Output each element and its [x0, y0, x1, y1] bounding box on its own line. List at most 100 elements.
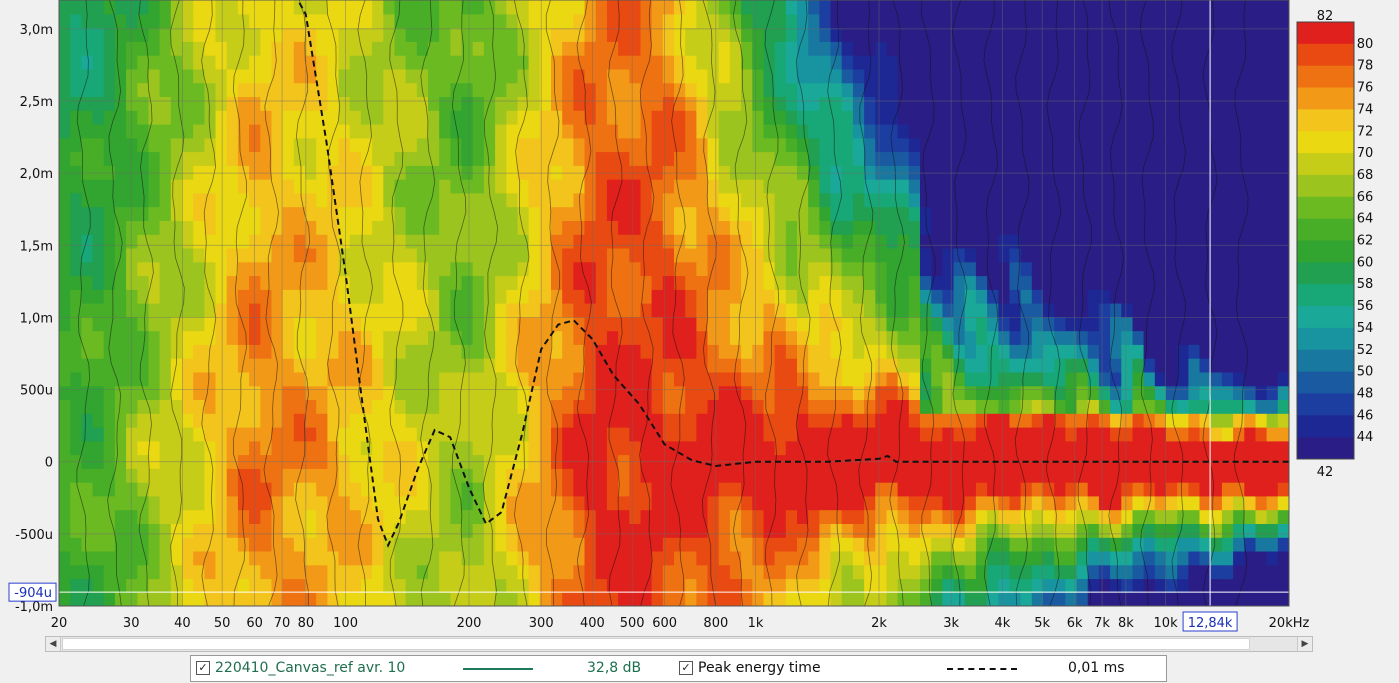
y-tick-label: 2,0m — [20, 167, 53, 182]
color-scale-label: 50 — [1357, 365, 1374, 380]
x-tick-label: 70 — [274, 616, 291, 631]
y-tick-label: 3,0m — [20, 23, 53, 38]
x-tick-label: 300 — [529, 616, 554, 631]
y-axis-ticks: 3,0m 2,5m 2,0m 1,5m 1,0m 500u 0 -500u -1,0m-904u — [8, 23, 57, 615]
color-scale-segment — [1297, 153, 1354, 176]
x-tick-label: 400 — [580, 616, 605, 631]
color-scale-label: 78 — [1357, 59, 1374, 74]
x-tick-label: 8k — [1118, 616, 1134, 631]
color-scale-bar: 82 80 78 76 74 72 70 68 66 64 62 60 58 56 54 52 50 48 46 44… — [1296, 9, 1374, 480]
y-tick-label: 1,5m — [20, 239, 53, 254]
color-scale-label: 74 — [1357, 102, 1374, 117]
heatmap-field — [59, 0, 1289, 606]
legend-bar: ✓ 220410_Canvas_ref avr. 10 32,8 dB ✓ Pe… — [190, 655, 1167, 682]
plot-frame — [58, 0, 1290, 607]
color-scale-label: 48 — [1357, 386, 1374, 401]
legend-peak-energy-value: 0,01 ms — [1068, 660, 1125, 676]
color-scale-label: 46 — [1357, 408, 1374, 423]
color-scale-label: 52 — [1357, 343, 1374, 358]
x-tick-label: 600 — [652, 616, 677, 631]
color-scale-label: 60 — [1357, 255, 1374, 270]
y-tick-label: 2,5m — [20, 95, 53, 110]
legend-peak-energy-swatch — [947, 668, 1017, 670]
color-scale-label: 76 — [1357, 81, 1374, 96]
scroll-right-arrow-icon[interactable]: ▶ — [1297, 637, 1312, 651]
color-scale-segment — [1297, 65, 1354, 89]
cursor-x-readout: 12,84k — [1188, 616, 1233, 631]
x-tick-label: 60 — [246, 616, 263, 631]
x-axis-ticks: 20 30 40 50 60 70 80 100 200 300 400 500 600 800 1k 2k 3… — [51, 611, 1310, 632]
peak-energy-time-line — [296, 0, 1289, 548]
y-tick-label: 500u — [20, 384, 53, 399]
legend-checkbox-measurement[interactable]: ✓ — [196, 661, 210, 675]
spectrogram-chart: 20 30 40 50 60 70 80 100 200 300 400 500 600 800 1k 2k 3… — [8, 0, 1374, 632]
peak-energy-time-series — [296, 0, 1289, 548]
color-scale-label: 82 — [1317, 9, 1334, 24]
horizontal-scrollbar[interactable]: ◀ ▶ — [45, 636, 1313, 652]
color-scale-segment — [1297, 349, 1354, 373]
x-tick-label: 50 — [214, 616, 231, 631]
legend-measurement-swatch — [463, 668, 533, 670]
color-scale-label: 66 — [1357, 190, 1374, 205]
color-scale-label: 54 — [1357, 321, 1374, 336]
color-scale-label: 68 — [1357, 168, 1374, 183]
color-scale-segment — [1297, 306, 1354, 329]
color-scale-label: 56 — [1357, 299, 1374, 314]
color-scale-segment — [1297, 240, 1354, 263]
x-tick-label: 200 — [457, 616, 482, 631]
color-scale-segment — [1297, 87, 1354, 110]
color-scale-segment — [1297, 415, 1354, 438]
cursor-y-readout-box — [8, 582, 57, 602]
color-scale-segment — [1297, 284, 1354, 307]
y-tick-label: -500u — [15, 528, 53, 543]
y-tick-label: 1,0m — [20, 311, 53, 326]
x-tick-label: 20kHz — [1269, 616, 1310, 631]
color-scale-label: 64 — [1357, 212, 1374, 227]
color-scale-segment — [1297, 22, 1354, 45]
color-scale-label: 80 — [1357, 37, 1374, 52]
x-tick-label: 500 — [620, 616, 645, 631]
color-scale-segment — [1297, 43, 1354, 67]
legend-measurement-value: 32,8 dB — [587, 660, 642, 676]
color-scale-segment — [1297, 437, 1354, 460]
x-tick-label: 100 — [333, 616, 358, 631]
cursor-crosshair[interactable] — [59, 0, 1289, 606]
color-scale-segment — [1297, 393, 1354, 416]
color-scale-label: 58 — [1357, 277, 1374, 292]
legend-measurement-name: 220410_Canvas_ref avr. 10 — [215, 660, 406, 676]
color-scale-label: 62 — [1357, 234, 1374, 249]
color-scale-segment — [1297, 109, 1354, 132]
color-scale-label: 72 — [1357, 124, 1374, 139]
x-tick-label: 6k — [1067, 616, 1083, 631]
cursor-y-readout: -904u — [14, 586, 52, 601]
cursor-x-readout-box — [1182, 611, 1238, 632]
x-tick-label: 40 — [174, 616, 191, 631]
x-tick-label: 800 — [703, 616, 728, 631]
x-tick-label: 7k — [1094, 616, 1110, 631]
x-tick-label: 5k — [1034, 616, 1050, 631]
color-scale-label: 70 — [1357, 146, 1374, 161]
color-scale-segment — [1297, 327, 1354, 351]
color-scale-label: 42 — [1317, 465, 1334, 480]
x-tick-label: 3k — [943, 616, 959, 631]
legend-peak-energy-name: Peak energy time — [698, 660, 821, 676]
color-scale-segment — [1297, 131, 1354, 154]
x-tick-label: 30 — [123, 616, 140, 631]
color-scale-segment — [1297, 174, 1354, 198]
color-scale-segment — [1297, 371, 1354, 394]
x-tick-label: 10k — [1154, 616, 1179, 631]
legend-checkbox-peak-energy[interactable]: ✓ — [679, 661, 693, 675]
x-tick-label: 2k — [871, 616, 887, 631]
y-tick-label: 0 — [45, 456, 53, 471]
x-tick-label: 1k — [748, 616, 764, 631]
color-scale-label: 44 — [1357, 430, 1374, 445]
scroll-left-arrow-icon[interactable]: ◀ — [46, 637, 61, 651]
x-tick-label: 80 — [298, 616, 315, 631]
color-scale-segment — [1297, 262, 1354, 285]
scroll-thumb[interactable] — [62, 638, 1250, 650]
x-tick-label: 4k — [995, 616, 1011, 631]
y-tick-label: -1,0m — [15, 600, 53, 615]
x-tick-label: 20 — [51, 616, 68, 631]
color-scale-segment — [1297, 196, 1354, 220]
color-scale-segment — [1297, 218, 1354, 241]
